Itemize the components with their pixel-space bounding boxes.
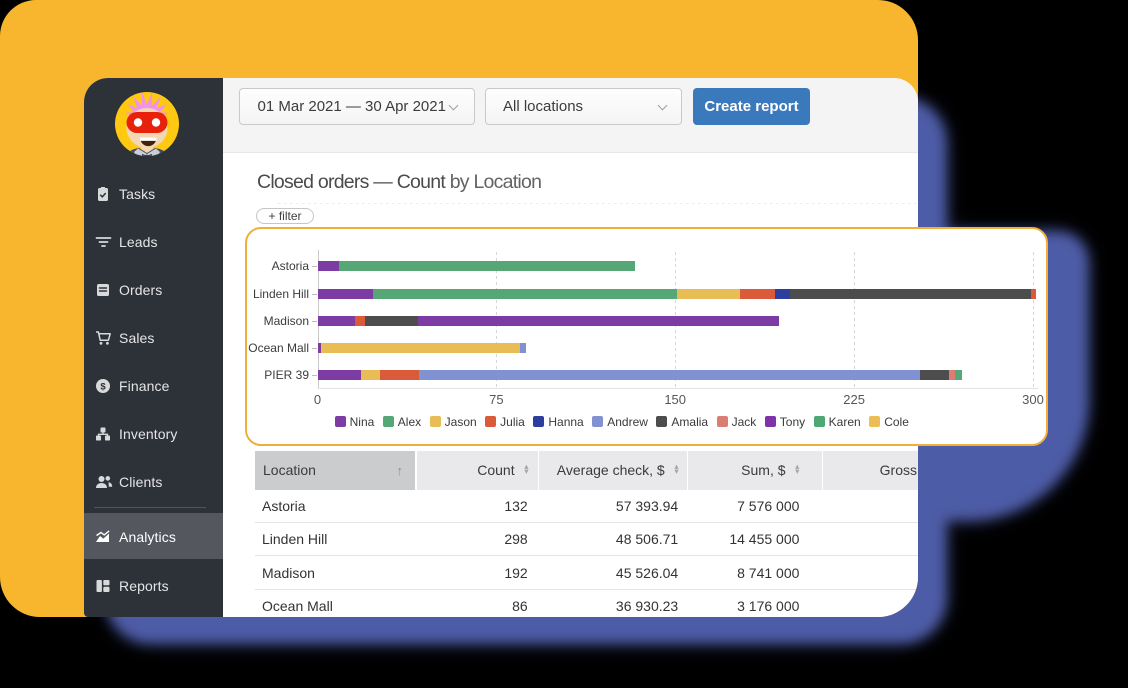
svg-text:$: $ bbox=[100, 381, 106, 392]
